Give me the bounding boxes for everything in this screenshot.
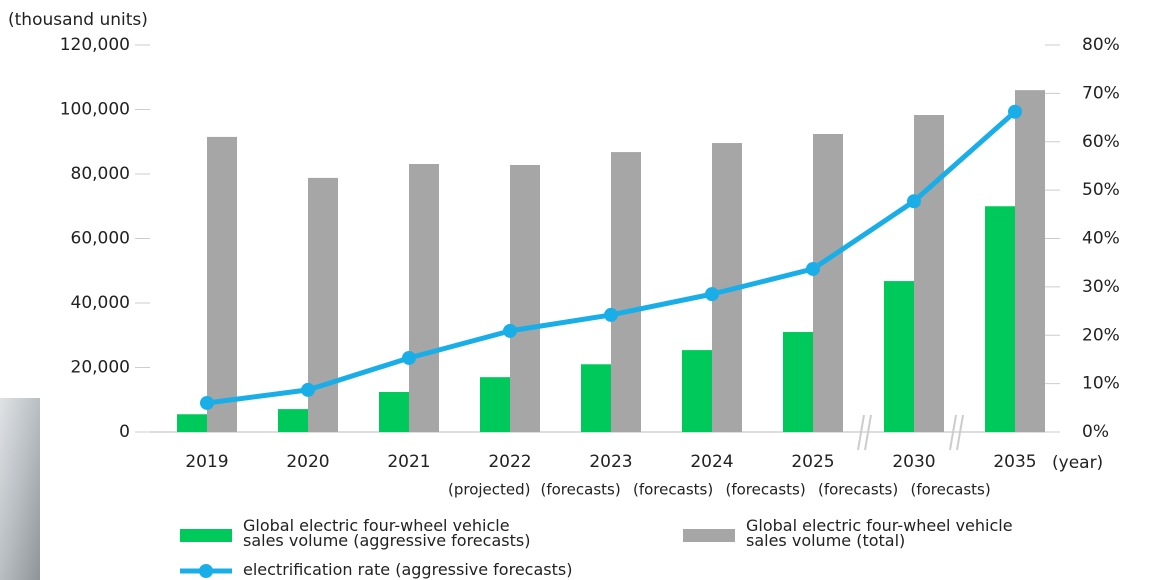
- photo-fragment: [0, 398, 40, 580]
- y2-tick-label: 30%: [1082, 277, 1120, 297]
- x-sublabel: (forecasts): [911, 481, 991, 499]
- x-tick-label: 2022: [488, 452, 531, 472]
- y2-tick-label: 20%: [1082, 325, 1120, 345]
- x-sublabel: (forecasts): [633, 481, 713, 499]
- x-axis-label: (year): [1052, 453, 1103, 473]
- bar: [510, 164, 540, 432]
- bar: [207, 136, 237, 432]
- bar: [783, 332, 813, 432]
- x-tick-label: 2019: [185, 452, 228, 472]
- axis-break: [857, 414, 964, 451]
- y-tick-label: 100,000: [60, 100, 130, 120]
- x-tick-label: 2025: [791, 452, 834, 472]
- y-tick-label: 60,000: [71, 229, 130, 249]
- y2-tick-label: 60%: [1082, 132, 1120, 152]
- legend-swatch: [683, 529, 735, 542]
- x-tick-label: 2035: [993, 452, 1036, 472]
- legend-label: Global electric four-wheel vehicle sales…: [243, 516, 531, 550]
- bar: [682, 350, 712, 432]
- y-axis-label: (thousand units): [8, 10, 148, 30]
- bar: [278, 409, 308, 432]
- y-tick-label: 80,000: [71, 164, 130, 184]
- line-marker: [604, 307, 618, 322]
- y2-tick-label: 0%: [1082, 422, 1109, 442]
- y-tick-label: 20,000: [71, 358, 130, 378]
- bar: [177, 414, 207, 432]
- bar: [480, 377, 510, 432]
- line-marker: [301, 382, 315, 397]
- bar: [581, 364, 611, 432]
- bar: [611, 152, 641, 432]
- line-marker: [1008, 104, 1022, 119]
- line-marker: [806, 261, 820, 276]
- line-marker: [907, 194, 921, 209]
- bar: [813, 134, 843, 432]
- y-tick-label: 0: [119, 422, 130, 442]
- x-sublabel: (forecasts): [726, 481, 806, 499]
- y-tick-label: 120,000: [60, 35, 130, 55]
- x-tick-label: 2024: [690, 452, 733, 472]
- bar: [884, 281, 914, 432]
- legend-swatch: [180, 529, 232, 542]
- y-tick-label: 40,000: [71, 293, 130, 313]
- x-tick-label: 2020: [286, 452, 329, 472]
- line-marker: [503, 323, 517, 338]
- bar: [985, 206, 1015, 432]
- y2-tick-label: 40%: [1082, 229, 1120, 249]
- line-marker: [705, 287, 719, 302]
- x-tick-label: 2030: [892, 452, 935, 472]
- bar: [379, 392, 409, 432]
- x-sublabel: (forecasts): [541, 481, 621, 499]
- bar: [1015, 90, 1045, 433]
- x-tick-label: 2023: [589, 452, 632, 472]
- line-marker: [402, 350, 416, 365]
- x-tick-label: 2021: [387, 452, 430, 472]
- y2-tick-label: 70%: [1082, 83, 1120, 103]
- x-sublabel: (projected): [448, 481, 531, 499]
- bar: [409, 164, 439, 432]
- y2-tick-label: 80%: [1082, 35, 1120, 55]
- bar: [914, 114, 944, 433]
- line-marker: [200, 395, 214, 410]
- y2-tick-label: 10%: [1082, 374, 1120, 394]
- y2-tick-label: 50%: [1082, 180, 1120, 200]
- legend-swatch-marker: [199, 564, 213, 578]
- legend-label: Global electric four-wheel vehicle sales…: [746, 516, 1013, 550]
- legend-label: electrification rate (aggressive forecas…: [243, 560, 573, 579]
- x-sublabel: (forecasts): [818, 481, 898, 499]
